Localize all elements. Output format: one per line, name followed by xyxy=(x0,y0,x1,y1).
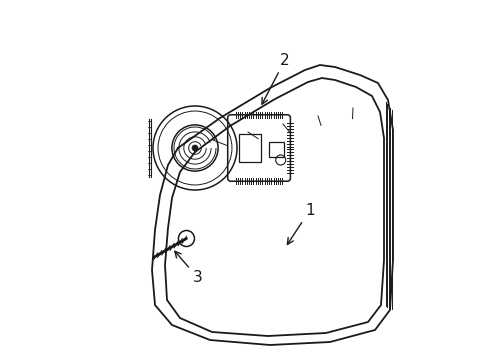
Text: 2: 2 xyxy=(262,53,289,104)
Text: 1: 1 xyxy=(287,202,314,244)
Bar xyxy=(238,134,260,162)
Circle shape xyxy=(192,145,198,151)
Text: 3: 3 xyxy=(175,251,203,285)
Bar xyxy=(268,142,284,157)
